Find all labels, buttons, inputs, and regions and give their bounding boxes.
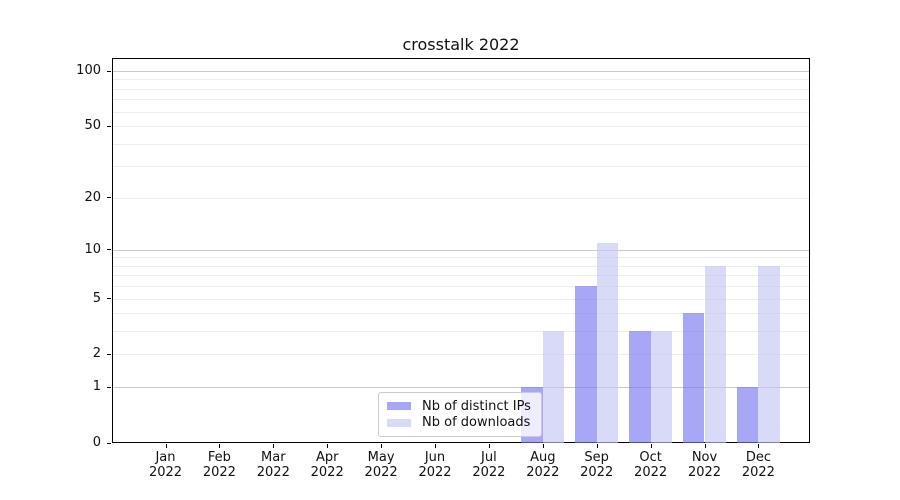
gridline-minor (113, 286, 809, 288)
x-tick-label: Oct 2022 (634, 450, 668, 480)
gridline-minor (113, 354, 809, 356)
y-tick-mark (107, 442, 111, 444)
gridline-minor (113, 79, 809, 81)
gridline-minor (113, 111, 809, 113)
x-tick-mark (596, 444, 598, 448)
y-tick-mark (107, 125, 111, 127)
legend-row-downloads: Nb of downloads (387, 415, 533, 430)
bar-nb-of-distinct-ips-oct-2022 (629, 331, 651, 443)
plot-area (112, 58, 810, 443)
bar-nb-of-downloads-sep-2022 (596, 242, 619, 443)
gridline-minor (113, 143, 809, 145)
bar-nb-of-downloads-nov-2022 (704, 265, 727, 443)
legend-swatch-distinct-ips-icon (387, 402, 411, 411)
chart-title: crosstalk 2022 (402, 35, 520, 54)
legend-label-downloads: Nb of downloads (422, 415, 531, 431)
gridline-major (113, 249, 809, 251)
bar-nb-of-distinct-ips-nov-2022 (682, 313, 705, 443)
y-tick-mark (107, 298, 111, 300)
y-tick-mark (107, 386, 111, 388)
y-tick-label: 20 (84, 189, 101, 205)
x-tick-mark (327, 444, 329, 448)
x-tick-label: Jul 2022 (472, 450, 506, 480)
gridline-minor (113, 257, 809, 259)
gridline-major (113, 387, 809, 389)
x-tick-label: Apr 2022 (310, 450, 344, 480)
gridline-minor (113, 88, 809, 90)
gridline-minor (113, 313, 809, 315)
x-tick-mark (273, 444, 275, 448)
x-tick-mark (219, 444, 221, 448)
y-tick-label: 10 (84, 241, 101, 257)
y-tick-label: 100 (76, 63, 101, 78)
x-tick-label: Sep 2022 (580, 450, 614, 480)
bar-nb-of-downloads-aug-2022 (542, 331, 565, 443)
gridline-major (113, 71, 809, 72)
x-tick-mark (381, 444, 383, 448)
x-tick-label: Jun 2022 (418, 450, 452, 480)
gridline-minor (113, 99, 809, 101)
x-tick-label: Nov 2022 (687, 450, 722, 480)
x-tick-label: Mar 2022 (256, 450, 290, 480)
gridline-minor (113, 197, 809, 199)
legend-label-distinct-ips: Nb of distinct IPs (422, 398, 531, 414)
y-tick-label: 0 (92, 435, 101, 450)
y-tick-label: 1 (92, 379, 101, 395)
x-tick-label: May 2022 (364, 450, 398, 480)
y-tick-label: 50 (84, 118, 101, 134)
y-tick-mark (107, 197, 111, 199)
y-tick-mark (107, 353, 111, 355)
gridline-minor (113, 331, 809, 333)
bar-nb-of-downloads-oct-2022 (650, 331, 673, 443)
bar-nb-of-downloads-dec-2022 (758, 265, 780, 443)
legend: Nb of distinct IPs Nb of downloads (378, 392, 542, 437)
x-tick-mark (758, 444, 760, 448)
gridline-minor (113, 126, 809, 128)
bar-nb-of-distinct-ips-sep-2022 (575, 286, 597, 443)
gridline-minor (113, 298, 809, 300)
y-tick-label: 5 (92, 290, 101, 306)
bar-nb-of-distinct-ips-dec-2022 (736, 387, 759, 443)
x-tick-label: Feb 2022 (202, 450, 236, 480)
x-tick-mark (650, 444, 652, 448)
gridline-minor (113, 166, 809, 168)
y-tick-mark (107, 70, 111, 72)
x-tick-mark (542, 444, 544, 448)
x-tick-mark (165, 444, 167, 448)
x-tick-label: Jan 2022 (148, 450, 183, 480)
y-tick-mark (107, 249, 111, 251)
x-tick-mark (435, 444, 436, 448)
x-tick-label: Aug 2022 (526, 450, 560, 480)
legend-swatch-downloads-icon (387, 418, 411, 427)
legend-row-distinct-ips: Nb of distinct IPs (387, 399, 533, 414)
y-tick-label: 2 (92, 346, 101, 362)
x-tick-mark (488, 444, 490, 448)
gridline-minor (113, 265, 809, 267)
x-tick-mark (704, 444, 706, 448)
gridline-minor (113, 275, 809, 277)
x-tick-label: Dec 2022 (741, 450, 775, 480)
